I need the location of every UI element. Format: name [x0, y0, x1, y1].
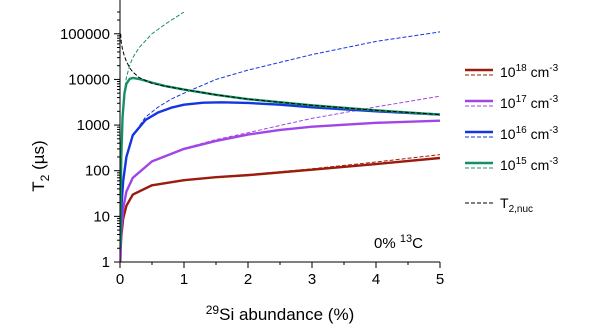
x-tick-label: 0 — [116, 271, 124, 288]
series-1e16-dashed — [120, 31, 440, 249]
legend-label: T2,nuc — [500, 195, 533, 215]
y-tick-label: 100 — [85, 163, 110, 180]
legend-item-1e17: 1017 cm-3 — [465, 94, 559, 111]
x-tick-label: 3 — [308, 271, 316, 288]
x-tick-label: 4 — [372, 271, 380, 288]
y-axis-ticks: 1 10 100 1000 10000 100000 — [60, 11, 120, 271]
legend-label: 1017 cm-3 — [500, 94, 559, 111]
legend-item-nuc: T2,nuc — [465, 195, 533, 215]
y-tick-label: 100000 — [60, 26, 110, 43]
plot-series — [120, 12, 440, 262]
legend-label: 1018 cm-3 — [500, 63, 559, 80]
y-tick-label: 10000 — [68, 71, 110, 88]
legend-label: 1015 cm-3 — [500, 156, 559, 173]
legend-item-1e16: 1016 cm-3 — [465, 125, 559, 142]
legend: 1018 cm-3 1017 cm-3 1016 cm-3 1015 cm-3 T2,n… — [465, 63, 559, 215]
y-tick-label: 10 — [93, 208, 110, 225]
x-tick-label: 1 — [180, 271, 188, 288]
series-nuc-dashed — [120, 33, 440, 116]
x-axis-title: 29Si abundance (%) — [206, 303, 355, 324]
series-1e17-dashed — [120, 95, 440, 262]
x-tick-label: 2 — [244, 271, 252, 288]
isotope-annotation: 0% 13C — [374, 233, 423, 252]
y-tick-label: 1 — [102, 254, 110, 271]
y-axis-title: T2 (µs) — [29, 140, 52, 191]
y-tick-label: 1000 — [77, 117, 110, 134]
x-axis-ticks: 0 1 2 3 4 5 — [116, 262, 444, 288]
legend-label: 1016 cm-3 — [500, 125, 559, 142]
legend-item-1e15: 1015 cm-3 — [465, 156, 559, 173]
series-1e15-dashed — [120, 12, 185, 249]
legend-item-1e18: 1018 cm-3 — [465, 63, 559, 80]
x-tick-label: 5 — [436, 271, 444, 288]
series-1e16-solid — [120, 101, 440, 249]
